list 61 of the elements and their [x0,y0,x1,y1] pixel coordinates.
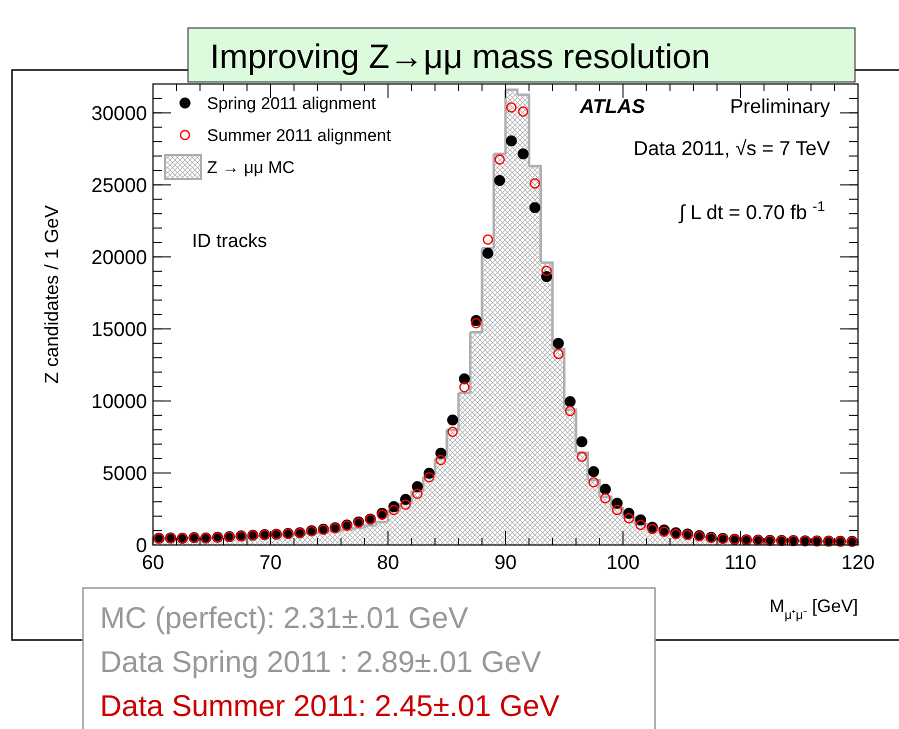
point [506,135,517,146]
x-tick-label: 120 [841,552,875,574]
legend-label: Summer 2011 alignment [207,126,392,145]
annotation: ∫ L dt = 0.70 fb $^{-1}$ [678,198,826,224]
point [494,154,505,165]
text: Data Summer 2011: 2.45±.01 GeV [100,690,560,723]
point [530,178,540,189]
legend-label: Z → μμ MC [207,158,295,177]
point [635,520,646,530]
point [564,396,576,408]
point [458,373,470,384]
y-tick-label: 25000 [91,174,147,197]
annotation: Data 2011, √s = 7 TeV [634,138,831,160]
text: Data Spring 2011 : 2.89±.01 GeV [100,646,542,679]
x-tick-label: 110 [724,552,756,574]
point [459,382,470,392]
annotation: Preliminary [730,96,830,118]
point [553,348,564,360]
chart-title: Improving Z→μμ mass resolution [210,38,710,76]
point [564,406,576,416]
y-tick-label: 20000 [91,246,147,269]
legend-label: Spring 2011 alignment [207,94,376,113]
point [506,102,517,113]
y-axis-title: Z candidates / 1 GeV [42,204,63,384]
point [600,493,611,504]
x-tick-label: 80 [376,552,400,574]
point [529,202,540,214]
point [588,477,599,488]
point [494,175,506,186]
point [424,472,434,482]
point [552,338,564,349]
annotation: ID tracks [192,231,267,252]
point [482,234,494,245]
annotation: ATLAS [578,96,646,118]
point [436,454,446,466]
point [470,318,482,328]
point [400,499,411,510]
point [482,248,494,259]
x-tick-label: 60 [142,552,164,574]
point [576,436,588,448]
point [518,148,529,160]
point [447,426,458,437]
point [518,106,528,117]
y-tick-label: 10000 [91,390,147,413]
point [412,488,423,500]
point [612,504,622,516]
point [600,484,611,495]
point [541,266,552,276]
y-tick-label: 30000 [91,102,147,125]
text: MC (perfect): 2.31±.01 GeV [100,602,468,635]
y-tick-label: 5000 [102,462,147,485]
point [447,414,458,426]
point [388,504,400,516]
point [588,466,600,478]
x-tick-label: 90 [494,552,517,574]
y-tick-label: 15000 [91,318,147,341]
x-tick-label: 100 [606,552,640,574]
point [576,451,588,462]
x-axis-title: M$_{μ⁺μ⁻}$ [GeV] [769,596,858,622]
x-tick-label: 70 [259,552,282,574]
point [624,513,634,524]
